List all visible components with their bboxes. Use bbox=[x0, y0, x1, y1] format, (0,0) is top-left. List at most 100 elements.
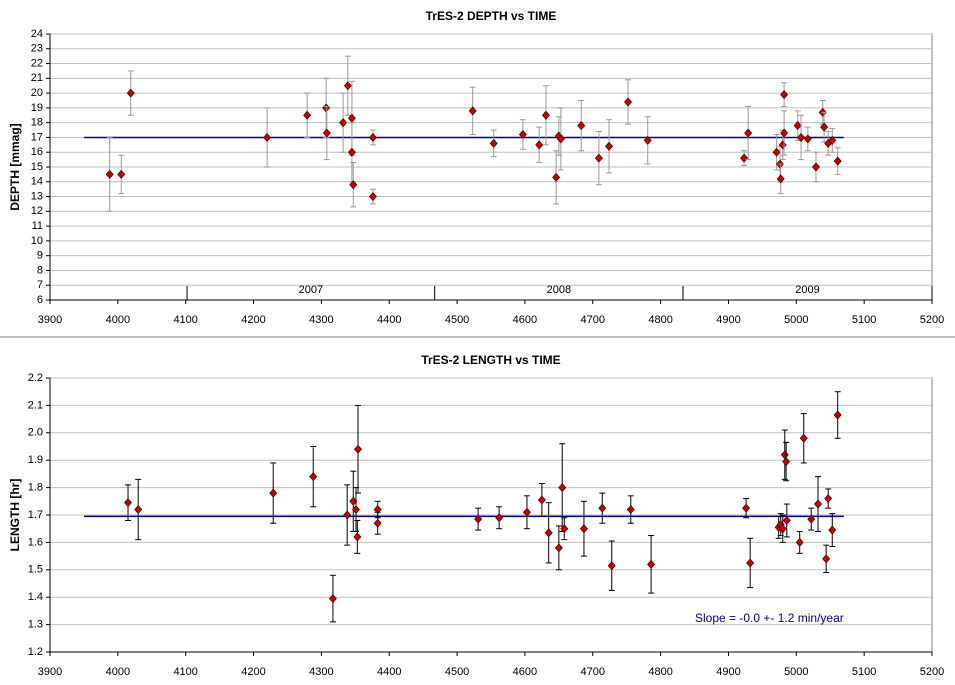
point bbox=[352, 504, 360, 515]
point bbox=[780, 128, 789, 138]
point bbox=[776, 174, 785, 184]
x-tick-label: 4000 bbox=[106, 314, 130, 326]
y-tick-label: 19 bbox=[31, 102, 43, 114]
point bbox=[269, 488, 278, 498]
point bbox=[598, 503, 607, 513]
point bbox=[782, 515, 791, 526]
point bbox=[468, 106, 477, 116]
y-tick-label: 7 bbox=[37, 279, 43, 291]
point bbox=[339, 118, 348, 128]
x-tick-label: 5200 bbox=[920, 666, 944, 678]
y-tick-label: 14 bbox=[31, 176, 43, 188]
x-tick-label: 5000 bbox=[784, 314, 808, 326]
x-tick-label: 5200 bbox=[920, 314, 944, 326]
point bbox=[560, 524, 569, 534]
point bbox=[828, 525, 837, 535]
point bbox=[740, 153, 749, 163]
point bbox=[309, 472, 318, 482]
point bbox=[489, 138, 498, 148]
y-tick-label: 1.2 bbox=[28, 646, 43, 658]
point bbox=[495, 513, 504, 523]
y-tick-label: 9 bbox=[37, 250, 43, 262]
point bbox=[537, 495, 546, 505]
y-tick-label: 13 bbox=[31, 190, 43, 202]
y-tick-label: 24 bbox=[31, 28, 43, 40]
y-tick-label: 21 bbox=[31, 72, 43, 84]
point bbox=[347, 147, 356, 157]
y-tick-label: 1.9 bbox=[28, 454, 43, 466]
point bbox=[643, 135, 652, 145]
point bbox=[812, 162, 820, 172]
y-tick-label: 1.8 bbox=[28, 482, 43, 494]
point bbox=[828, 135, 837, 145]
point bbox=[742, 503, 751, 513]
y-tick-label: 8 bbox=[37, 264, 43, 276]
point bbox=[105, 169, 114, 179]
x-tick-label: 3900 bbox=[38, 666, 62, 678]
x-tick-label: 4600 bbox=[513, 666, 537, 678]
point bbox=[117, 169, 126, 179]
chart-title: TrES-2 LENGTH vs TIME bbox=[421, 353, 560, 367]
point bbox=[799, 433, 808, 443]
point bbox=[134, 504, 143, 515]
y-tick-label: 15 bbox=[31, 161, 43, 173]
point bbox=[577, 121, 586, 131]
point bbox=[368, 132, 377, 142]
point bbox=[803, 134, 812, 144]
point bbox=[833, 156, 842, 166]
point bbox=[822, 554, 831, 564]
point bbox=[126, 88, 135, 98]
point bbox=[795, 537, 804, 547]
point bbox=[605, 141, 614, 151]
point bbox=[824, 494, 833, 504]
y-tick-label: 20 bbox=[31, 87, 43, 99]
point bbox=[626, 504, 635, 515]
point bbox=[833, 410, 842, 420]
y-tick-label: 1.7 bbox=[28, 509, 43, 521]
y-tick-label: 12 bbox=[31, 205, 43, 217]
x-tick-label: 3900 bbox=[38, 314, 62, 326]
x-tick-label: 4500 bbox=[445, 666, 469, 678]
point bbox=[368, 192, 377, 202]
point bbox=[558, 483, 567, 493]
y-tick-label: 2.2 bbox=[28, 372, 43, 384]
x-tick-label: 4800 bbox=[648, 314, 672, 326]
y-axis-label: LENGTH [hr] bbox=[8, 479, 22, 552]
point bbox=[814, 499, 822, 509]
x-tick-label: 4100 bbox=[173, 314, 197, 326]
x-tick-label: 4500 bbox=[445, 314, 469, 326]
chart-title: TrES-2 DEPTH vs TIME bbox=[426, 9, 557, 23]
year-label: 2008 bbox=[547, 284, 571, 296]
y-tick-label: 2.1 bbox=[28, 399, 43, 411]
y-tick-label: 1.4 bbox=[28, 591, 43, 603]
y-tick-label: 6 bbox=[37, 294, 43, 306]
point bbox=[373, 518, 382, 528]
point bbox=[541, 110, 550, 120]
point bbox=[535, 140, 544, 150]
point bbox=[303, 110, 312, 120]
point bbox=[349, 180, 358, 190]
point bbox=[772, 147, 781, 157]
x-tick-label: 4900 bbox=[716, 314, 740, 326]
x-tick-label: 4700 bbox=[581, 666, 605, 678]
point bbox=[544, 528, 553, 538]
point bbox=[820, 122, 829, 132]
point bbox=[746, 558, 755, 568]
point bbox=[780, 90, 789, 100]
y-tick-label: 16 bbox=[31, 146, 43, 158]
point bbox=[797, 132, 806, 142]
point bbox=[556, 134, 565, 144]
point bbox=[552, 172, 561, 182]
y-tick-label: 22 bbox=[31, 57, 43, 69]
point bbox=[354, 444, 362, 454]
y-tick-label: 2.0 bbox=[28, 427, 43, 439]
y-tick-label: 1.6 bbox=[28, 536, 43, 548]
point bbox=[594, 153, 603, 163]
y-axis-label: DEPTH [mmag] bbox=[8, 123, 22, 210]
x-tick-label: 4800 bbox=[648, 666, 672, 678]
y-tick-label: 1.5 bbox=[28, 564, 43, 576]
point bbox=[353, 532, 362, 542]
y-tick-label: 18 bbox=[31, 117, 43, 129]
x-tick-label: 4200 bbox=[241, 666, 265, 678]
